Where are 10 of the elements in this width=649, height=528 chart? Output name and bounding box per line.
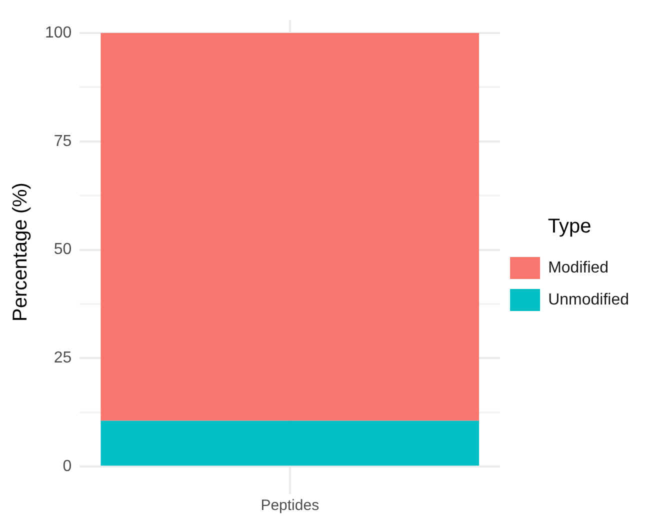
y-tick-label: 75 <box>54 132 72 150</box>
y-tick-label: 50 <box>54 241 72 258</box>
x-tick-label: Peptides <box>260 497 320 514</box>
y-tick-label: 25 <box>54 350 72 367</box>
legend-label: Modified <box>548 259 609 276</box>
y-axis-title: Percentage (%) <box>10 182 32 322</box>
legend-title: Type <box>548 216 592 238</box>
legend-label: Unmodified <box>548 291 630 308</box>
y-tick-label: 100 <box>44 24 72 42</box>
y-tick-label: 0 <box>62 458 72 476</box>
